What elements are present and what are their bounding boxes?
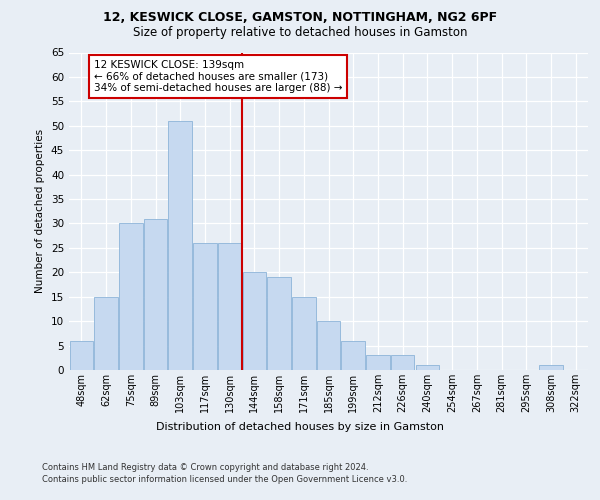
Bar (391, 356, 415, 370)
Bar (539, 365, 563, 370)
Bar (144, 218, 167, 370)
Bar (341, 340, 365, 370)
Bar (268, 277, 291, 370)
Text: 12 KESWICK CLOSE: 139sqm
← 66% of detached houses are smaller (173)
34% of semi-: 12 KESWICK CLOSE: 139sqm ← 66% of detach… (94, 60, 342, 93)
Text: Distribution of detached houses by size in Gamston: Distribution of detached houses by size … (156, 422, 444, 432)
Bar (94, 296, 118, 370)
Text: Size of property relative to detached houses in Gamston: Size of property relative to detached ho… (133, 26, 467, 39)
Text: Contains HM Land Registry data © Crown copyright and database right 2024.: Contains HM Land Registry data © Crown c… (42, 462, 368, 471)
Text: Contains public sector information licensed under the Open Government Licence v3: Contains public sector information licen… (42, 475, 407, 484)
Bar (169, 121, 192, 370)
Bar (242, 272, 266, 370)
Text: 12, KESWICK CLOSE, GAMSTON, NOTTINGHAM, NG2 6PF: 12, KESWICK CLOSE, GAMSTON, NOTTINGHAM, … (103, 11, 497, 24)
Y-axis label: Number of detached properties: Number of detached properties (35, 129, 46, 294)
Bar (193, 243, 217, 370)
Bar (317, 321, 340, 370)
Bar (218, 243, 241, 370)
Bar (119, 224, 143, 370)
Bar (70, 340, 93, 370)
Bar (366, 356, 389, 370)
Bar (292, 296, 316, 370)
Bar (416, 365, 439, 370)
